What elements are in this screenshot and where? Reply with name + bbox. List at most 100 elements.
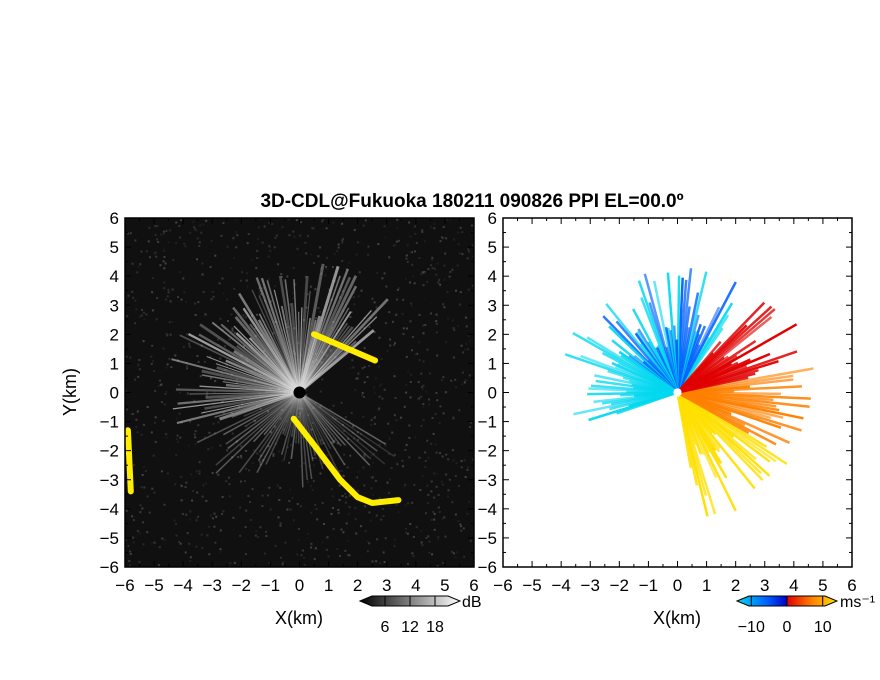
speckle-pixel xyxy=(409,373,412,376)
speckle-pixel xyxy=(406,260,409,263)
speckle-pixel xyxy=(415,525,418,528)
speckle-pixel xyxy=(309,253,312,256)
speckle-pixel xyxy=(274,285,277,288)
reflectivity-beam xyxy=(298,307,350,393)
reflectivity-ticks: −6 −5 −4 −3 −2 −1 0 1 2 3 4 5 6 −6 −5 −4 −3 −2 −1 0 1 2 3 4 5 6 xyxy=(100,209,479,595)
speckle-pixel xyxy=(324,274,327,277)
speckle-pixel xyxy=(323,428,326,431)
speckle-pixel xyxy=(368,365,371,367)
speckle-pixel xyxy=(369,465,372,468)
speckle-pixel xyxy=(430,490,433,493)
speckle-pixel xyxy=(209,514,212,517)
speckle-pixel xyxy=(395,240,398,243)
colorbar-tick-label: 6 xyxy=(381,619,390,636)
speckle-pixel xyxy=(228,338,231,341)
speckle-pixel xyxy=(421,544,424,547)
x-tick-label: −3 xyxy=(203,576,222,595)
speckle-pixel xyxy=(151,309,154,312)
speckle-pixel xyxy=(404,504,407,507)
speckle-pixel xyxy=(433,227,436,230)
speckle-pixel xyxy=(319,390,322,393)
speckle-pixel xyxy=(209,377,212,380)
speckle-pixel xyxy=(411,501,414,504)
speckle-pixel xyxy=(368,511,371,514)
speckle-pixel xyxy=(211,290,214,293)
speckle-pixel xyxy=(331,266,334,269)
speckle-pixel xyxy=(151,344,154,347)
speckle-pixel xyxy=(261,460,264,462)
speckle-pixel xyxy=(406,244,409,247)
speckle-pixel xyxy=(186,333,189,336)
speckle-pixel xyxy=(256,452,259,455)
speckle-pixel xyxy=(144,470,147,473)
speckle-pixel xyxy=(154,234,157,236)
speckle-pixel xyxy=(387,453,390,455)
speckle-pixel xyxy=(363,455,366,458)
speckle-pixel xyxy=(414,232,417,235)
speckle-pixel xyxy=(334,418,337,421)
y-tick-label: −2 xyxy=(478,442,497,461)
speckle-pixel xyxy=(251,462,254,464)
speckle-pixel xyxy=(409,396,412,399)
speckle-pixel xyxy=(452,327,455,330)
speckle-pixel xyxy=(200,344,203,347)
speckle-pixel xyxy=(172,258,175,261)
speckle-pixel xyxy=(468,500,471,503)
speckle-pixel xyxy=(208,553,211,556)
speckle-pixel xyxy=(427,456,430,459)
speckle-pixel xyxy=(153,370,156,372)
speckle-pixel xyxy=(150,355,153,358)
speckle-pixel xyxy=(155,318,158,321)
reflectivity-beam xyxy=(219,391,300,421)
speckle-pixel xyxy=(407,562,409,565)
speckle-pixel xyxy=(243,480,246,483)
speckle-pixel xyxy=(197,360,200,363)
speckle-pixel xyxy=(182,277,185,280)
speckle-pixel xyxy=(456,325,459,327)
speckle-pixel xyxy=(439,240,442,243)
speckle-pixel xyxy=(198,245,201,247)
speckle-pixel xyxy=(368,542,371,545)
speckle-pixel xyxy=(436,565,439,567)
speckle-pixel xyxy=(445,391,448,394)
speckle-pixel xyxy=(267,255,270,258)
speckle-pixel xyxy=(384,442,387,445)
speckle-pixel xyxy=(310,542,313,545)
y-tick-label: −1 xyxy=(478,413,497,432)
x-tick-label: 5 xyxy=(440,576,449,595)
speckle-pixel xyxy=(452,356,455,359)
speckle-pixel xyxy=(146,406,149,408)
speckle-pixel xyxy=(352,366,355,369)
speckle-pixel xyxy=(370,487,373,490)
reflectivity-beam xyxy=(257,392,301,462)
speckle-pixel xyxy=(420,372,423,375)
speckle-pixel xyxy=(444,535,447,538)
speckle-pixel xyxy=(151,487,154,490)
y-tick-label: −6 xyxy=(478,558,497,577)
speckle-pixel xyxy=(325,256,328,259)
radar-site xyxy=(673,388,682,397)
reflectivity-beam xyxy=(298,392,346,465)
speckle-pixel xyxy=(418,397,421,400)
speckle-pixel xyxy=(143,318,146,320)
speckle-pixel xyxy=(444,252,447,255)
speckle-pixel xyxy=(331,454,334,457)
speckle-pixel xyxy=(308,378,311,381)
speckle-pixel xyxy=(405,257,408,260)
speckle-pixel xyxy=(349,454,352,457)
speckle-pixel xyxy=(257,238,259,241)
speckle-pixel xyxy=(182,345,185,348)
speckle-pixel xyxy=(171,288,174,291)
speckle-pixel xyxy=(221,513,223,515)
speckle-pixel xyxy=(206,391,209,394)
speckle-pixel xyxy=(255,267,258,270)
reflectivity-beam xyxy=(171,358,300,394)
speckle-pixel xyxy=(408,221,411,224)
speckle-pixel xyxy=(437,506,440,509)
speckle-pixel xyxy=(417,381,420,384)
speckle-pixel xyxy=(167,241,170,244)
speckle-pixel xyxy=(326,536,329,539)
x-tick-label: 4 xyxy=(411,576,420,595)
speckle-pixel xyxy=(418,314,421,316)
speckle-pixel xyxy=(379,384,382,387)
